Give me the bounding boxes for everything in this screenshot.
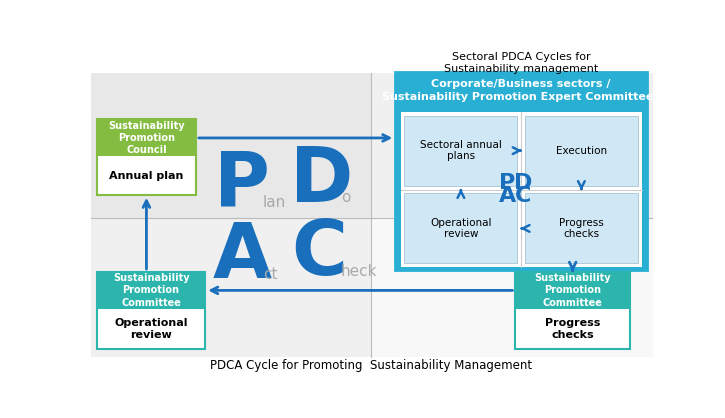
Text: C: C xyxy=(291,217,347,291)
Text: C: C xyxy=(515,186,531,206)
Text: Sectoral annual
plans: Sectoral annual plans xyxy=(420,140,502,161)
Text: A: A xyxy=(212,219,271,293)
Bar xyxy=(97,272,205,349)
Text: Sectoral PDCA Cycles for
Sustainability management: Sectoral PDCA Cycles for Sustainability … xyxy=(444,52,598,74)
Bar xyxy=(97,120,196,156)
Text: D: D xyxy=(290,144,353,218)
Bar xyxy=(525,194,638,263)
Text: Sustainability
Promotion
Council: Sustainability Promotion Council xyxy=(108,120,185,155)
Text: Progress
checks: Progress checks xyxy=(545,318,600,340)
Bar xyxy=(401,112,642,267)
Bar xyxy=(405,116,517,186)
Text: PDCA Cycle for Promoting  Sustainability Management: PDCA Cycle for Promoting Sustainability … xyxy=(210,359,532,372)
Text: Operational
review: Operational review xyxy=(115,318,188,340)
Text: Sustainability
Promotion
Committee: Sustainability Promotion Committee xyxy=(113,273,189,308)
Bar xyxy=(97,309,205,349)
Bar xyxy=(97,120,196,195)
Text: Corporate/Business sectors /
Sustainability Promotion Expert Committees: Corporate/Business sectors / Sustainabil… xyxy=(382,79,660,102)
Text: Annual plan: Annual plan xyxy=(109,171,183,181)
Bar xyxy=(91,218,371,357)
Text: ct: ct xyxy=(262,267,277,282)
Bar xyxy=(371,73,652,218)
Bar xyxy=(515,309,630,349)
Text: A: A xyxy=(499,186,515,206)
Bar xyxy=(371,218,652,357)
Text: o: o xyxy=(341,191,350,206)
Bar xyxy=(395,72,647,270)
Bar xyxy=(515,272,630,349)
Text: Progress
checks: Progress checks xyxy=(559,218,604,239)
Text: heck: heck xyxy=(340,265,377,279)
Text: lan: lan xyxy=(262,195,286,210)
Bar xyxy=(525,116,638,186)
Text: D: D xyxy=(513,173,532,193)
Bar xyxy=(91,73,371,218)
Bar xyxy=(97,272,205,309)
Bar xyxy=(97,156,196,195)
Text: Sustainability
Promotion
Committee: Sustainability Promotion Committee xyxy=(534,273,611,308)
Bar xyxy=(515,272,630,309)
Text: P: P xyxy=(214,148,270,222)
Text: Execution: Execution xyxy=(556,145,607,155)
Text: Operational
review: Operational review xyxy=(430,218,492,239)
Bar xyxy=(405,194,517,263)
Text: P: P xyxy=(499,173,515,193)
